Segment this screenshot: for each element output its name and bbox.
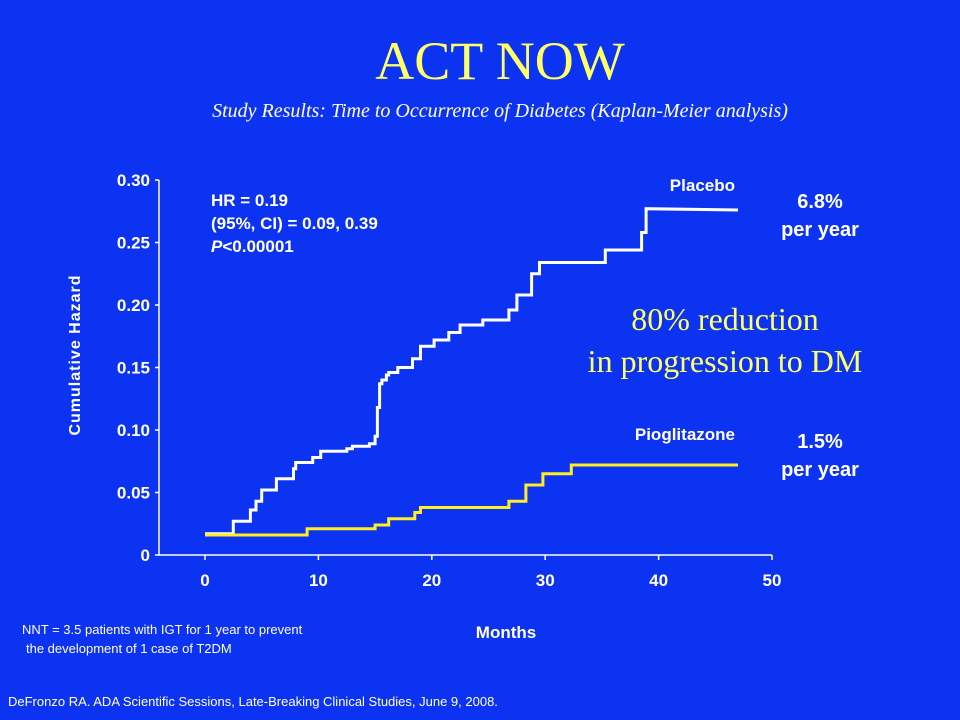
x-ticks: 0 10 20 30 40 50 <box>200 555 781 590</box>
reduction-callout: 80% reduction in progression to DM <box>560 298 890 382</box>
placebo-series-line <box>205 207 739 536</box>
pioglitazone-series-label: Pioglitazone <box>635 425 735 444</box>
slide-title: ACT NOW <box>375 31 625 91</box>
y-tick-label: 0.15 <box>117 359 150 378</box>
x-tick-label: 40 <box>649 571 668 590</box>
placebo-rate: 6.8% per year <box>755 188 885 244</box>
source-citation: DeFronzo RA. ADA Scientific Sessions, La… <box>8 694 498 709</box>
nnt-footnote: NNT = 3.5 patients with IGT for 1 year t… <box>22 620 302 658</box>
y-ticks: 0 0.05 0.10 0.15 0.20 0.25 0.30 <box>117 171 159 565</box>
pioglitazone-rate-pct: 1.5% <box>797 431 843 453</box>
p-symbol: P <box>211 237 223 256</box>
x-tick-label: 10 <box>309 571 328 590</box>
slide-subtitle: Study Results: Time to Occurrence of Dia… <box>212 100 788 122</box>
p-value-text: P<0.00001 <box>211 235 378 258</box>
hazard-ratio-text: HR = 0.19 <box>211 191 289 210</box>
x-tick-label: 20 <box>422 571 441 590</box>
stats-annotation: HR = 0.19 (95%, CI) = 0.09, 0.39 P<0.000… <box>211 189 378 258</box>
pioglitazone-rate: 1.5% per year <box>755 428 885 484</box>
x-tick-label: 0 <box>200 571 209 590</box>
confidence-interval-text: (95%, CI) = 0.09, 0.39 <box>211 214 378 233</box>
reduction-line-2: in progression to DM <box>587 343 863 379</box>
nnt-line-1: NNT = 3.5 patients with IGT for 1 year t… <box>22 622 303 637</box>
nnt-line-2: the development of 1 case of T2DM <box>26 641 232 656</box>
x-axis-label: Months <box>476 623 536 642</box>
placebo-rate-unit: per year <box>781 219 859 241</box>
y-axis-label: Cumulative Hazard <box>67 274 84 435</box>
pioglitazone-series-line <box>205 463 738 537</box>
y-tick-label: 0.05 <box>117 484 150 503</box>
placebo-series-label: Placebo <box>670 176 735 195</box>
y-tick-label: 0.30 <box>117 171 150 190</box>
x-tick-label: 30 <box>536 571 555 590</box>
reduction-line-1: 80% reduction <box>631 301 819 337</box>
y-tick-label: 0.25 <box>117 234 150 253</box>
placebo-rate-pct: 6.8% <box>797 191 843 213</box>
y-tick-label: 0.20 <box>117 296 150 315</box>
pioglitazone-rate-unit: per year <box>781 459 859 481</box>
y-tick-label: 0 <box>141 546 150 565</box>
y-tick-label: 0.10 <box>117 421 150 440</box>
p-value: <0.00001 <box>222 237 294 256</box>
x-tick-label: 50 <box>763 571 782 590</box>
